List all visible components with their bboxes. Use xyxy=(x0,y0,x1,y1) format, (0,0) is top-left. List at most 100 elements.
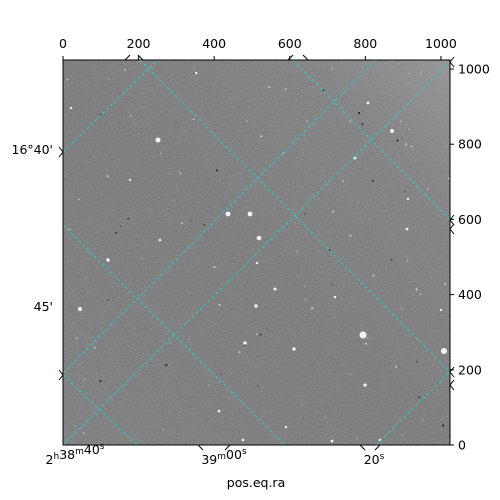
star xyxy=(422,419,424,421)
star xyxy=(444,282,447,285)
star xyxy=(448,177,450,180)
star xyxy=(106,258,110,262)
x-pixel-tick-label: 1000 xyxy=(425,36,457,51)
star xyxy=(244,344,246,346)
star xyxy=(284,88,287,91)
star xyxy=(244,285,246,287)
star xyxy=(358,112,361,114)
star xyxy=(284,425,288,429)
star xyxy=(317,82,319,84)
world-coordinate-tick xyxy=(374,444,381,451)
star xyxy=(194,71,198,75)
star xyxy=(365,342,368,345)
star xyxy=(310,84,311,86)
star xyxy=(332,210,335,213)
y-pixel-tick-label: 200 xyxy=(458,362,482,377)
star xyxy=(225,211,231,217)
x-pixel-tick-label: 0 xyxy=(59,36,67,51)
ra-tick-label: 20s xyxy=(364,452,385,467)
star xyxy=(155,137,161,143)
sky-image xyxy=(63,60,450,445)
star xyxy=(247,211,253,217)
star xyxy=(446,415,448,417)
star xyxy=(93,346,96,349)
star xyxy=(361,123,364,126)
star xyxy=(391,258,393,261)
dec-tick-label: 45' xyxy=(34,299,53,314)
ra-tick-label: 39m00s xyxy=(201,447,247,467)
star xyxy=(267,328,268,330)
star xyxy=(169,363,171,365)
world-coordinate-tick xyxy=(58,369,64,381)
star xyxy=(342,180,345,182)
star xyxy=(158,238,162,242)
y-pixel-tick-label: 1000 xyxy=(458,62,490,77)
star xyxy=(408,72,410,74)
star xyxy=(404,190,406,192)
star xyxy=(426,188,429,190)
world-coordinate-tick xyxy=(449,223,455,235)
grid-line xyxy=(292,60,450,221)
world-coordinate-tick xyxy=(302,54,309,61)
star xyxy=(238,351,241,354)
star xyxy=(256,235,262,241)
star xyxy=(349,234,352,237)
grid-line xyxy=(63,61,450,445)
star xyxy=(406,260,409,262)
star xyxy=(74,425,76,427)
star xyxy=(220,373,222,375)
star xyxy=(406,197,410,201)
star xyxy=(415,288,418,291)
x-axis-title: pos.eq.ra xyxy=(227,475,285,490)
star xyxy=(99,380,102,383)
world-coordinate-tick xyxy=(359,444,366,451)
star xyxy=(163,429,165,431)
ra-tick-label: 2h38m40s xyxy=(46,442,105,467)
star xyxy=(407,128,410,131)
star xyxy=(439,308,443,312)
grid-line xyxy=(63,224,286,445)
star xyxy=(405,143,407,146)
star xyxy=(416,361,418,363)
star xyxy=(106,175,109,178)
star xyxy=(390,129,394,133)
star xyxy=(213,266,216,268)
star xyxy=(333,295,337,299)
star xyxy=(297,271,299,273)
star xyxy=(268,86,270,89)
world-coordinate-tick xyxy=(449,366,455,378)
world-coordinate-tick xyxy=(137,54,144,61)
plot-frame xyxy=(62,59,451,446)
star xyxy=(159,152,162,155)
star xyxy=(175,120,177,122)
world-coordinate-tick xyxy=(287,54,294,61)
star xyxy=(391,60,393,62)
star xyxy=(418,396,421,399)
star xyxy=(401,137,403,139)
star xyxy=(130,114,132,117)
star xyxy=(359,331,367,339)
world-coordinate-tick xyxy=(449,56,455,68)
star xyxy=(215,169,218,172)
star xyxy=(99,113,102,116)
star xyxy=(442,424,445,427)
star xyxy=(402,434,404,436)
star xyxy=(324,416,326,418)
star xyxy=(179,172,182,175)
star xyxy=(371,180,374,182)
star xyxy=(305,298,307,301)
grid-line xyxy=(375,371,450,445)
star xyxy=(107,299,109,301)
star xyxy=(241,438,245,442)
x-pixel-tick-label: 400 xyxy=(202,36,226,51)
star xyxy=(208,384,210,387)
star xyxy=(192,118,195,121)
star xyxy=(395,365,398,368)
star xyxy=(331,284,333,286)
star xyxy=(120,225,122,227)
x-pixel-tick-label: 800 xyxy=(353,36,377,51)
world-coordinate-tick xyxy=(197,444,204,451)
dec-tick-label: 16°40' xyxy=(12,142,54,157)
star xyxy=(165,364,168,367)
star xyxy=(78,198,80,201)
